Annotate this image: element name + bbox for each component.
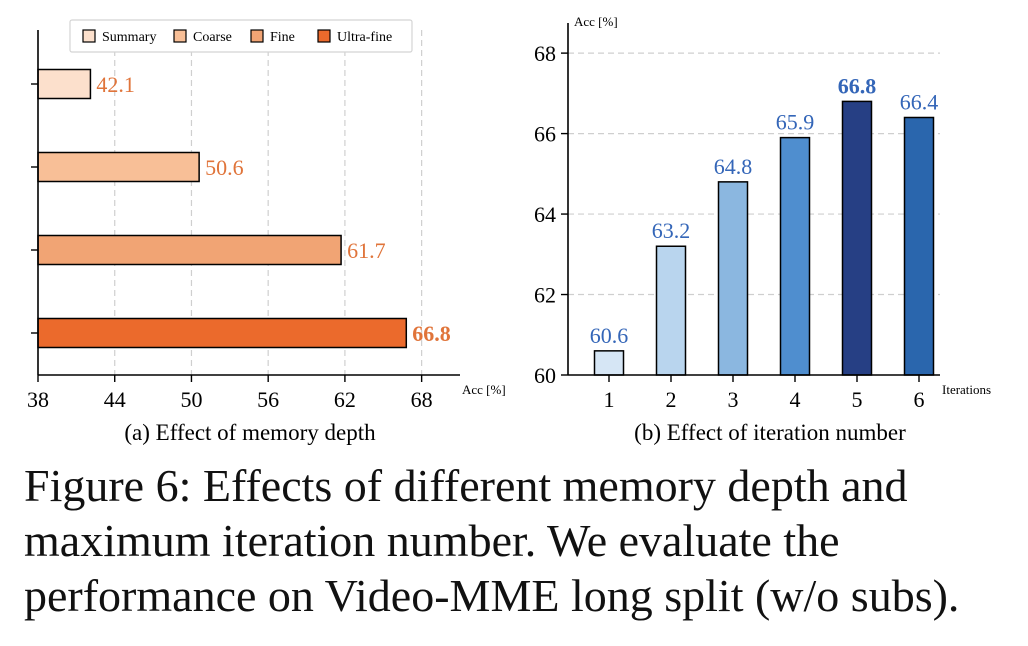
legend-swatch [317,29,331,43]
bar-value-label: 66.8 [412,321,451,346]
x-tick-label: 5 [852,387,863,412]
y-tick-label: 62 [534,283,556,308]
bar-fine [37,234,342,266]
y-tick-label: 68 [534,41,556,66]
bar-value-label: 64.8 [714,154,753,179]
x-axis-label: Acc [%] [462,382,506,397]
panel-a-title: (a) Effect of memory depth [124,420,376,445]
x-tick-label: 56 [257,387,279,412]
legend: Summary Coarse Fine Ultra-fine [69,19,413,53]
legend-swatch [173,29,187,43]
x-tick-label: 38 [27,387,49,412]
bar-value-label: 66.8 [838,73,877,98]
panel-b-iteration-number: 60 62 64 66 68 60.6 1 63.2 2 64.8 3 65.9 4 66.8 5 66.4 6… [534,14,991,445]
bar-value-label: 63.2 [652,218,691,243]
panel-b-title: (b) Effect of iteration number [634,420,906,445]
bar-ultra-fine [37,317,408,349]
legend-label: Ultra-fine [337,30,392,45]
y-tick-label: 60 [534,363,556,388]
x-tick-label: 68 [411,387,433,412]
y-axis-label: Acc [%] [574,14,618,29]
bar-value-label: 42.1 [96,72,134,97]
panel-a-memory-depth: 38 44 50 56 62 68 42.1 50.6 61.7 66.8 Acc [%] (a) E… [27,19,506,445]
legend-swatch [250,29,264,43]
bar-iteration-6 [903,116,935,376]
legend-label: Fine [270,30,295,45]
bar-iteration-5 [841,100,873,376]
bar-value-label: 50.6 [205,155,244,180]
x-tick-label: 62 [334,387,356,412]
bar-iteration-1 [593,350,625,376]
bar-iteration-4 [779,136,811,376]
x-tick-label: 3 [728,387,739,412]
legend-box [69,19,413,53]
legend-swatch [82,29,96,43]
legend-label: Coarse [193,30,232,45]
bar-value-label: 66.4 [900,89,939,114]
y-tick-label: 64 [534,202,556,227]
legend-label: Summary [102,30,156,45]
bar-iteration-2 [655,245,687,376]
x-axis-label: Iterations [942,382,991,397]
bar-summary [37,68,92,100]
x-tick-label: 2 [666,387,677,412]
bar-iteration-3 [717,181,749,376]
x-tick-label: 50 [180,387,202,412]
bar-value-label: 61.7 [347,238,386,263]
x-tick-label: 44 [104,387,126,412]
figure-caption: Figure 6: Effects of different memory de… [24,460,960,621]
bar-value-label: 65.9 [776,110,815,135]
x-tick-label: 4 [790,387,801,412]
bar-value-label: 60.6 [590,323,629,348]
bar-coarse [37,151,200,183]
y-tick-label: 66 [534,122,556,147]
x-tick-label: 6 [914,387,925,412]
x-tick-label: 1 [604,387,615,412]
